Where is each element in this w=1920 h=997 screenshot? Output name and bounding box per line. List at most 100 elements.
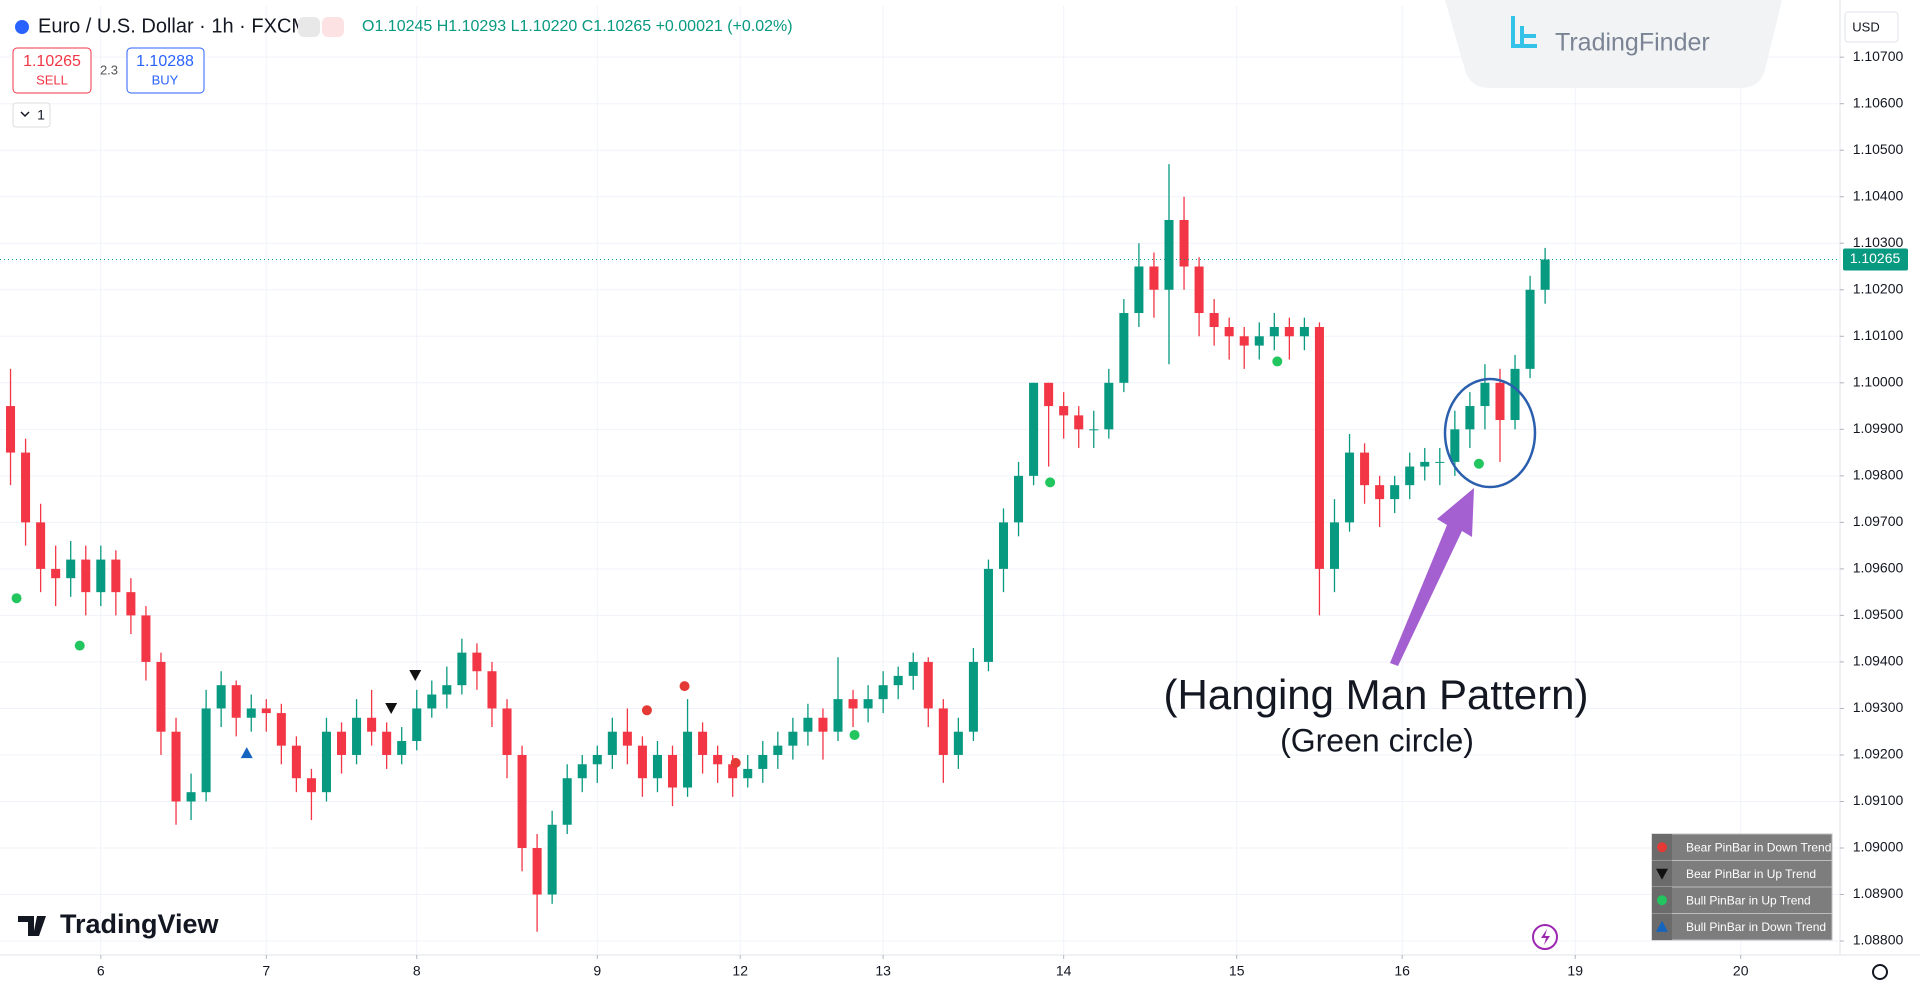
- candle-body: [893, 675, 903, 686]
- candle-body: [833, 699, 843, 732]
- candle-body: [21, 452, 31, 523]
- candle-body: [487, 671, 497, 709]
- candle-body: [878, 685, 888, 700]
- y-tick-label: 1.09200: [1853, 746, 1904, 762]
- annotation-subtitle: (Green circle): [1280, 722, 1474, 758]
- candle-body: [1450, 429, 1460, 462]
- grid: [0, 6, 1840, 955]
- candle-body: [592, 754, 602, 765]
- y-tick-label: 1.09100: [1853, 792, 1904, 808]
- candle-body: [1540, 259, 1550, 290]
- status-pill: [298, 17, 320, 37]
- candle-body: [562, 778, 572, 825]
- candle-body: [803, 717, 813, 732]
- candle-body: [1360, 452, 1370, 486]
- candle-body: [81, 559, 91, 593]
- signal-marker: [385, 702, 398, 714]
- x-tick-label: 6: [97, 963, 105, 979]
- x-tick-label: 20: [1733, 963, 1749, 979]
- platform-name: TradingView: [60, 909, 220, 939]
- legend-label: Bear PinBar in Down Trend: [1686, 840, 1831, 854]
- candle-body: [1104, 382, 1114, 430]
- legend: Bear PinBar in Down Trend Bear PinBar in …: [1651, 833, 1833, 941]
- candle-body: [1284, 326, 1294, 337]
- candle-body: [291, 745, 301, 779]
- sell-label: SELL: [36, 72, 68, 87]
- candle-body: [412, 708, 422, 742]
- candle-body: [1390, 485, 1400, 500]
- y-tick-label: 1.10200: [1853, 280, 1904, 296]
- candle-body: [397, 741, 407, 755]
- symbol-title[interactable]: Euro / U.S. Dollar · 1h · FXCM: [38, 15, 308, 37]
- candle-body: [1224, 326, 1234, 337]
- candle-body: [186, 792, 196, 802]
- candle-body: [1405, 466, 1415, 486]
- collapse-button[interactable]: [12, 102, 51, 128]
- candle-body: [683, 731, 693, 788]
- buy-button[interactable]: [126, 47, 205, 94]
- candle-body: [622, 731, 632, 746]
- platform-logo: [18, 916, 46, 936]
- signal-marker: [1473, 458, 1484, 469]
- candle-body: [1329, 522, 1340, 569]
- candle-body: [141, 615, 151, 662]
- candle-body: [367, 717, 377, 732]
- plot-area: [0, 164, 1840, 932]
- candle-body: [667, 754, 678, 788]
- candle-body: [773, 745, 783, 755]
- candle-body: [713, 754, 723, 765]
- candle-body: [698, 731, 708, 755]
- x-tick-label: 8: [413, 963, 421, 979]
- candle-body: [1074, 415, 1084, 430]
- brand-badge: [1445, 0, 1782, 88]
- currency-button[interactable]: [1844, 11, 1899, 43]
- legend-swatch: [1657, 895, 1667, 906]
- x-tick-label: 16: [1394, 963, 1410, 979]
- y-tick-label: 1.09900: [1853, 420, 1904, 436]
- candle-body: [321, 731, 331, 793]
- legend-swatch: [1656, 920, 1668, 932]
- legend-row: [1651, 860, 1833, 888]
- candle-body: [306, 778, 316, 793]
- y-tick-label: 1.10400: [1853, 187, 1904, 203]
- candle-body: [577, 764, 587, 779]
- candle-body: [758, 754, 768, 769]
- sell-button[interactable]: [12, 47, 92, 94]
- ohlc-readout: O1.10245 H1.10293 L1.10220 C1.10265 +0.0…: [362, 18, 793, 35]
- legend-label: Bear PinBar in Up Trend: [1686, 867, 1816, 881]
- candle-body: [1059, 406, 1069, 416]
- legend-row: [1651, 913, 1833, 941]
- candle-body: [111, 559, 121, 593]
- candle-body: [908, 661, 918, 676]
- candle-body: [1119, 313, 1129, 383]
- y-tick-label: 1.10500: [1853, 141, 1904, 157]
- settings-icon[interactable]: [1872, 964, 1888, 980]
- signal-marker: [679, 681, 690, 692]
- annotation-arrow: [1390, 488, 1474, 666]
- signal-marker: [74, 640, 85, 651]
- candle-body: [788, 731, 798, 746]
- legend-swatch: [1656, 868, 1668, 880]
- signal-marker: [409, 669, 422, 681]
- legend-row: [1651, 833, 1833, 861]
- candle-body: [1029, 382, 1039, 476]
- signal-marker: [730, 757, 741, 768]
- y-tick-label: 1.09300: [1853, 699, 1904, 715]
- y-tick-label: 1.09800: [1853, 467, 1904, 483]
- buy-price: 1.10288: [136, 53, 194, 70]
- candle-body: [652, 754, 662, 779]
- candle-body: [1209, 313, 1219, 327]
- signal-marker: [1272, 356, 1283, 367]
- y-tick-label: 1.09600: [1853, 560, 1904, 576]
- last-price-label: 1.10265: [1850, 250, 1901, 266]
- candle-body: [1269, 326, 1279, 337]
- y-tick-label: 1.10000: [1853, 374, 1904, 390]
- candle-body: [216, 685, 226, 709]
- annotation-title: (Hanging Man Pattern): [1164, 671, 1589, 718]
- y-tick-label: 1.09400: [1853, 653, 1904, 669]
- spread: 2.3: [100, 62, 118, 77]
- signal-marker: [641, 705, 652, 716]
- candle-body: [968, 661, 978, 732]
- candle-body: [607, 731, 617, 755]
